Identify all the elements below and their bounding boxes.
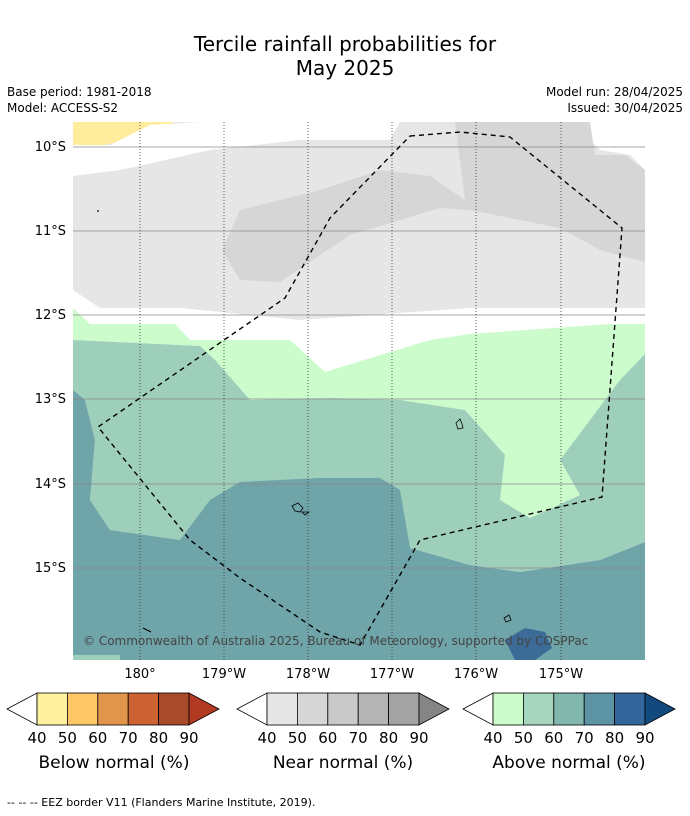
colorbar-segment — [158, 692, 190, 726]
colorbar-segment — [388, 692, 420, 726]
map-area — [73, 122, 645, 660]
colorbars: 40 50 60 70 80 90 40 50 60 70 80 90 40 50 60 70 80 90 — [6, 692, 676, 747]
colorbar-extend-low — [6, 692, 38, 726]
lon-label: 179°W — [202, 667, 246, 682]
lon-label: 176°W — [454, 667, 498, 682]
colorbar-tick-label: 40 — [27, 729, 46, 747]
white-gap-12s — [73, 290, 645, 372]
lat-label: 14°S — [35, 477, 66, 492]
lat-label: 12°S — [35, 308, 66, 323]
colorbar-tick-label: 80 — [605, 729, 624, 747]
colorbar-tick-label: 60 — [544, 729, 563, 747]
island-niuafoou — [503, 614, 512, 623]
above-normal-50-patch-bottom — [73, 655, 120, 660]
colorbar-segment — [266, 692, 298, 726]
island-dot — [97, 210, 99, 212]
colorbar-segment — [614, 692, 646, 726]
colorbar-segment — [553, 692, 585, 726]
colorbar-below-title: Below normal (%) — [38, 753, 190, 773]
white-gap-top-left — [73, 122, 400, 176]
lat-labels: 10°S 11°S 12°S 13°S 14°S 15°S — [35, 140, 66, 576]
model-run-label: Model run: 28/04/2025 — [545, 85, 683, 99]
lon-label: 175°W — [539, 667, 583, 682]
colorbar-tick-label: 90 — [179, 729, 198, 747]
colorbar-tick-label: 50 — [514, 729, 533, 747]
above-normal-80-spot — [505, 628, 552, 660]
colorbar-tick-label: 90 — [635, 729, 654, 747]
colorbar-tick-label: 50 — [58, 729, 77, 747]
colorbar-segment — [523, 692, 555, 726]
colorbar-extend-high — [188, 692, 220, 726]
chart-title-line1: Tercile rainfall probabilities for — [193, 32, 497, 56]
lat-label: 11°S — [35, 224, 66, 239]
island-small — [142, 627, 152, 633]
white-gap-top-right — [590, 122, 645, 170]
colorbar-extend-low — [236, 692, 268, 726]
colorbar-tick-label: 80 — [149, 729, 168, 747]
colorbar-tick-label: 40 — [483, 729, 502, 747]
colorbar-segment — [127, 692, 159, 726]
colorbar-extend-low — [462, 692, 494, 726]
colorbar-tick-label: 40 — [257, 729, 276, 747]
colorbar-segment — [357, 692, 390, 726]
colorbar-tick-label: 70 — [349, 729, 368, 747]
colorbar-near-title: Near normal (%) — [272, 753, 414, 773]
colorbar-tick-label: 60 — [88, 729, 107, 747]
colorbar-segment — [296, 692, 329, 726]
near-normal-50-region — [222, 122, 645, 282]
lon-label: 177°W — [370, 667, 414, 682]
lat-label: 10°S — [35, 140, 66, 155]
above-normal-40-region — [73, 308, 645, 518]
island-funafuti — [455, 418, 464, 430]
lon-label: 180° — [124, 667, 155, 682]
lon-labels: 180° 179°W 178°W 177°W 176°W 175°W — [124, 667, 583, 682]
colorbar-tick-label: 60 — [318, 729, 337, 747]
chart-title-line2: May 2025 — [295, 56, 395, 80]
lat-label: 13°S — [35, 392, 66, 407]
colorbar-above-title: Above normal (%) — [492, 753, 646, 773]
colorbar-extend-high — [644, 692, 676, 726]
lon-label: 178°W — [286, 667, 330, 682]
eez-legend-footer: -- -- -- EEZ border V11 (Flanders Marine… — [7, 796, 316, 809]
gridlines — [73, 146, 645, 569]
colorbar-segment — [97, 692, 129, 726]
island-wallis — [291, 502, 311, 516]
colorbar-tick-label: 70 — [575, 729, 594, 747]
colorbar-tick-label: 70 — [119, 729, 138, 747]
lat-label: 15°S — [35, 561, 66, 576]
attribution-text: © Commonwealth of Australia 2025, Bureau… — [83, 634, 588, 648]
issued-label: Issued: 30/04/2025 — [567, 101, 683, 115]
colorbar-segment — [67, 692, 99, 726]
colorbar-tick-label: 80 — [379, 729, 398, 747]
model-label: Model: ACCESS-S2 — [7, 101, 119, 115]
base-period-label: Base period: 1981-2018 — [7, 85, 152, 99]
above-normal-60-region — [73, 390, 645, 660]
colorbar-tick-label: 90 — [409, 729, 428, 747]
colorbar-extend-high — [418, 692, 450, 726]
colorbar-segment — [327, 692, 359, 726]
colorbar-segment — [36, 692, 68, 726]
colorbar-segment — [492, 692, 524, 726]
colorbar-segment — [583, 692, 616, 726]
colorbar-tick-label: 50 — [288, 729, 307, 747]
